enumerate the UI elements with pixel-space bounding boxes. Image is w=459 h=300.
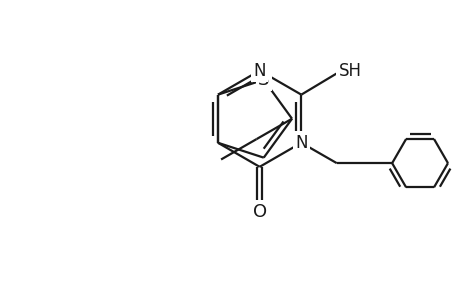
Text: N: N [294, 134, 307, 152]
Text: N: N [253, 61, 265, 80]
Text: O: O [252, 202, 266, 220]
Text: SH: SH [338, 62, 361, 80]
Text: S: S [257, 71, 269, 89]
